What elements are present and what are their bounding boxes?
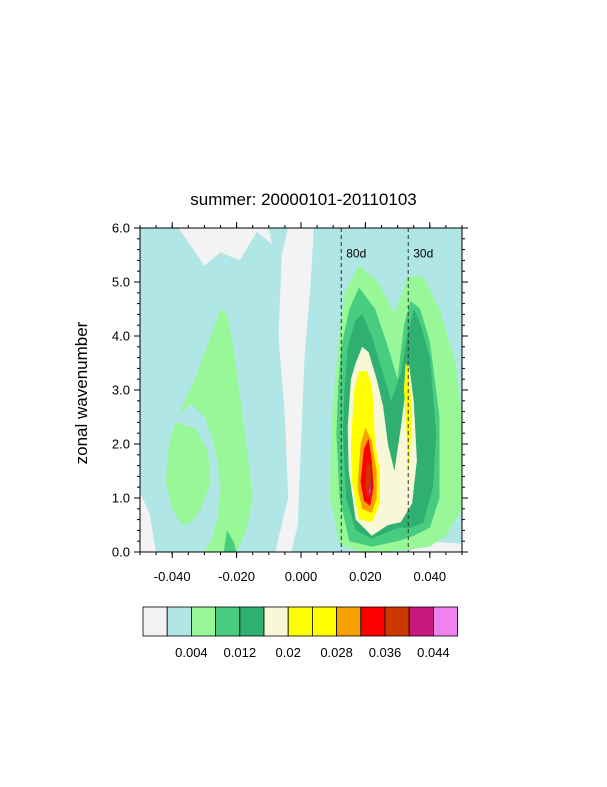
x-tick-label: -0.020 [218, 569, 255, 584]
chart-title: summer: 20000101-20110103 [190, 190, 417, 209]
plot-area [140, 228, 462, 552]
reference-lines: 80d 30d [340, 228, 433, 552]
contour-region-7 [165, 422, 211, 525]
x-tick-label: 0.020 [349, 569, 382, 584]
colorbar-label: 0.028 [320, 645, 353, 660]
axes: -0.040 -0.020 0.000 0.020 0.040 0.0 1.0 2.0 3.0 4… [112, 221, 468, 584]
colorbar-box [215, 606, 241, 637]
colorbar-box [239, 606, 265, 637]
y-tick-label: 6.0 [112, 221, 130, 236]
colorbar-box [263, 606, 289, 637]
colorbar-box [142, 606, 168, 637]
colorbar-label: 0.004 [175, 645, 208, 660]
contour-region-1 [178, 228, 260, 266]
colorbar-label: 0.012 [224, 645, 257, 660]
colorbar: 0.004 0.012 0.02 0.028 0.036 0.044 [142, 606, 458, 660]
y-tick-label: 0.0 [112, 545, 130, 560]
x-tick-label: 0.000 [285, 569, 318, 584]
contour-region-2 [275, 228, 314, 552]
y-tick-label: 5.0 [112, 275, 130, 290]
contour-region-10 [223, 530, 237, 552]
colorbar-box [166, 606, 192, 637]
y-tick-label: 4.0 [112, 329, 130, 344]
contour-region-3 [407, 541, 462, 552]
colorbar-box [336, 606, 362, 637]
colorbar-box [287, 606, 313, 637]
colorbar-label: 0.044 [417, 645, 450, 660]
y-tick-label: 3.0 [112, 383, 130, 398]
colorbar-label: 0.036 [369, 645, 402, 660]
colorbar-box [311, 606, 337, 637]
contour-region-19 [369, 487, 371, 493]
colorbar-label: 0.02 [276, 645, 301, 660]
colorbar-box [384, 606, 410, 637]
x-tick-label: 0.040 [414, 569, 447, 584]
y-tick-label: 1.0 [112, 491, 130, 506]
colorbar-box [432, 606, 458, 637]
colorbar-box [190, 606, 216, 637]
colorbar-box [408, 606, 434, 637]
contour-region-8 [178, 309, 253, 552]
x-tick-label: -0.040 [154, 569, 191, 584]
reference-label-80d: 80d [346, 247, 366, 261]
reference-label-30d: 30d [413, 247, 433, 261]
y-tick-label: 2.0 [112, 437, 130, 452]
contour-region-5 [252, 228, 272, 245]
contour-region-4 [140, 492, 157, 552]
colorbar-box [360, 606, 386, 637]
